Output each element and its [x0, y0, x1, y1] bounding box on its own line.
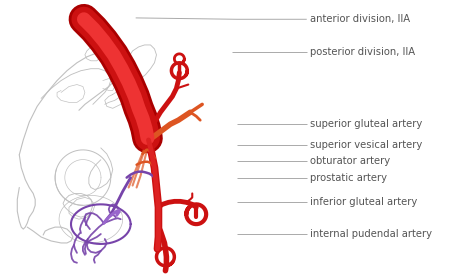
- Text: posterior division, IIA: posterior division, IIA: [310, 47, 415, 57]
- Text: inferior gluteal artery: inferior gluteal artery: [310, 197, 417, 207]
- Text: superior gluteal artery: superior gluteal artery: [310, 119, 422, 129]
- Text: internal pudendal artery: internal pudendal artery: [310, 229, 432, 239]
- Text: anterior division, IIA: anterior division, IIA: [310, 14, 410, 24]
- Text: superior vesical artery: superior vesical artery: [310, 140, 422, 150]
- Text: obturator artery: obturator artery: [310, 156, 390, 166]
- Text: prostatic artery: prostatic artery: [310, 173, 387, 183]
